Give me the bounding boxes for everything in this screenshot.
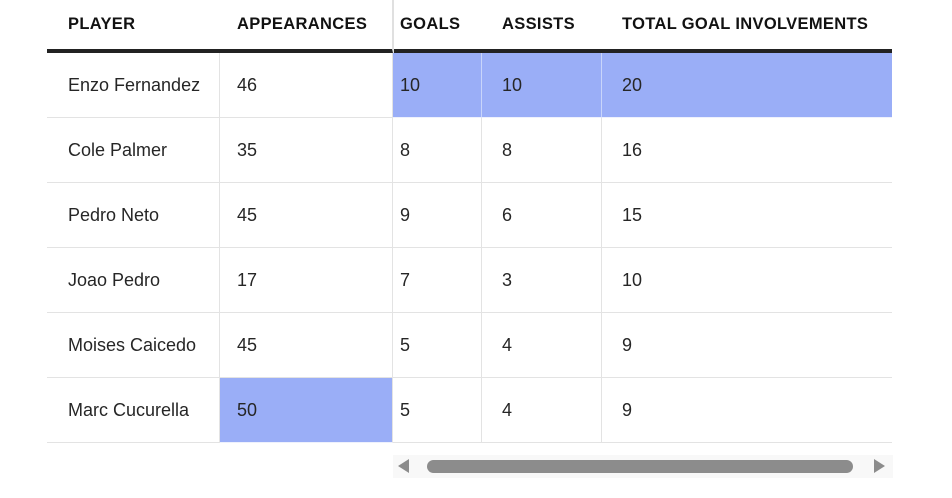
column-header-player: PLAYER <box>47 0 220 53</box>
cell-player: Pedro Neto <box>47 183 220 248</box>
cell-total: 10 <box>602 248 892 313</box>
cell-assists: 10 <box>482 53 602 118</box>
cell-player: Marc Cucurella <box>47 378 220 443</box>
cell-appearances: 17 <box>220 248 393 313</box>
cell-total: 9 <box>602 378 892 443</box>
cell-assists: 3 <box>482 248 602 313</box>
cell-goals: 7 <box>393 248 482 313</box>
horizontal-scrollbar-track[interactable] <box>393 455 893 478</box>
cell-player: Joao Pedro <box>47 248 220 313</box>
cell-appearances: 46 <box>220 53 393 118</box>
cell-goals: 5 <box>393 313 482 378</box>
cell-appearances: 35 <box>220 118 393 183</box>
cell-total: 20 <box>602 53 892 118</box>
cell-assists: 6 <box>482 183 602 248</box>
cell-goals: 5 <box>393 378 482 443</box>
cell-goals: 10 <box>393 53 482 118</box>
cell-appearances: 45 <box>220 313 393 378</box>
triangle-right-icon[interactable] <box>874 459 885 473</box>
cell-total: 16 <box>602 118 892 183</box>
triangle-left-icon[interactable] <box>398 459 409 473</box>
column-header-appearances: APPEARANCES <box>220 0 393 53</box>
cell-assists: 4 <box>482 313 602 378</box>
cell-player: Cole Palmer <box>47 118 220 183</box>
cell-total: 15 <box>602 183 892 248</box>
column-header-goals: GOALS <box>393 0 482 53</box>
cell-player: Moises Caicedo <box>47 313 220 378</box>
cell-player: Enzo Fernandez <box>47 53 220 118</box>
cell-assists: 8 <box>482 118 602 183</box>
cell-goals: 8 <box>393 118 482 183</box>
stats-table: PLAYER APPEARANCES GOALS ASSISTS TOTAL G… <box>47 0 892 443</box>
cell-total: 9 <box>602 313 892 378</box>
scrollbar-thumb[interactable] <box>427 460 853 473</box>
column-header-total-goal-involvements: TOTAL GOAL INVOLVEMENTS <box>602 0 892 53</box>
cell-appearances: 50 <box>220 378 393 443</box>
frozen-column-divider <box>393 0 394 53</box>
cell-appearances: 45 <box>220 183 393 248</box>
cell-assists: 4 <box>482 378 602 443</box>
cell-goals: 9 <box>393 183 482 248</box>
column-header-assists: ASSISTS <box>482 0 602 53</box>
